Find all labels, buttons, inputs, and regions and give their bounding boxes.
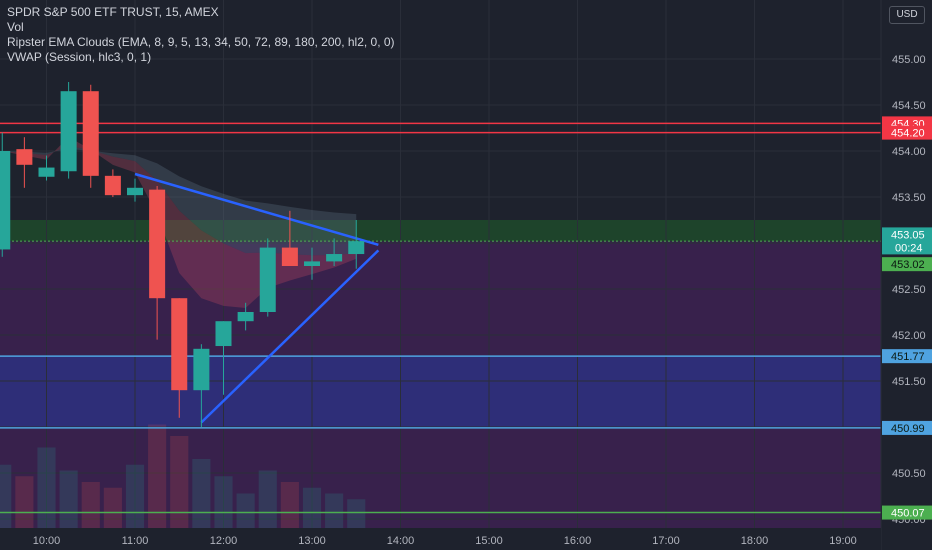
level-label-451-77: 451.77 <box>891 351 925 363</box>
trendline-lower <box>200 249 380 424</box>
candle-body <box>82 91 99 176</box>
x-tick-label: 11:00 <box>122 535 149 547</box>
level-label-450-07-bg <box>882 505 932 520</box>
indicator-ema-clouds[interactable]: Ripster EMA Clouds (EMA, 8, 9, 5, 13, 34… <box>7 35 395 49</box>
y-tick-label: 452.00 <box>892 330 926 342</box>
volume-bar <box>15 476 34 528</box>
y-tick-label: 454.00 <box>892 146 926 158</box>
green-zone <box>0 220 881 242</box>
volume-bar <box>125 464 145 528</box>
candle-body <box>149 189 166 299</box>
indicator-vwap[interactable]: VWAP (Session, hlc3, 0, 1) <box>7 50 152 64</box>
last-price-tag-bg <box>882 227 932 255</box>
candle-body <box>60 91 77 172</box>
blue-zone <box>0 356 881 428</box>
level-label-454-20: 454.20 <box>891 128 925 140</box>
level-label-450-99: 450.99 <box>891 423 925 435</box>
time-axis <box>0 528 881 550</box>
y-tick-label: 453.50 <box>892 192 926 204</box>
level-label-454-30: 454.30 <box>891 118 925 130</box>
volume-bar <box>37 447 56 528</box>
symbol-title[interactable]: SPDR S&P 500 ETF TRUST, 15, AMEX <box>7 5 219 19</box>
last-price-label: 453.05 <box>891 229 925 241</box>
y-tick-label: 450.50 <box>892 468 926 480</box>
candle-body <box>127 187 143 196</box>
currency-badge[interactable]: USD <box>889 6 925 24</box>
candle-body <box>171 298 188 391</box>
countdown-label: 00:24 <box>895 242 923 254</box>
candle-body <box>281 247 298 266</box>
candle-body <box>104 175 121 196</box>
volume-bar <box>214 476 233 528</box>
x-tick-label: 16:00 <box>564 535 592 547</box>
candle-body <box>259 247 276 312</box>
volume-bar <box>192 459 211 528</box>
x-tick-label: 14:00 <box>387 535 415 547</box>
candle-body <box>326 254 343 262</box>
x-tick-label: 18:00 <box>741 535 769 547</box>
x-tick-label: 10:00 <box>33 535 61 547</box>
candle-body <box>193 348 210 391</box>
x-tick-label: 13:00 <box>298 535 326 547</box>
candle-body <box>0 151 11 250</box>
candle-body <box>237 312 254 322</box>
volume-bar <box>81 482 100 528</box>
volume-bar <box>0 464 12 528</box>
level-label-451-77-bg <box>882 349 932 364</box>
candle-body <box>16 149 33 165</box>
level-label-450-07: 450.07 <box>891 508 925 520</box>
candle-body <box>304 261 320 266</box>
candle-body <box>215 321 232 347</box>
secondary-price-label: 453.02 <box>891 259 925 271</box>
secondary-price-tag-bg <box>882 257 932 272</box>
volume-bar <box>148 424 167 528</box>
volume-bar <box>236 493 255 528</box>
volume-bar <box>59 470 78 528</box>
volume-bar <box>170 436 189 528</box>
x-tick-label: 15:00 <box>475 535 503 547</box>
volume-bar <box>103 487 122 528</box>
volume-bar <box>280 482 299 528</box>
y-tick-label: 455.00 <box>892 54 926 66</box>
y-tick-label: 454.50 <box>892 100 926 112</box>
volume-bar <box>325 493 344 528</box>
x-tick-label: 17:00 <box>652 535 680 547</box>
indicator-volume[interactable]: Vol <box>7 20 24 34</box>
price-axis <box>881 0 932 550</box>
x-tick-label: 19:00 <box>829 535 857 547</box>
candle-body <box>38 167 55 177</box>
volume-bar <box>347 499 366 528</box>
level-label-450-99-bg <box>882 420 932 435</box>
volume-bar <box>258 470 277 528</box>
y-tick-label: 452.50 <box>892 284 926 296</box>
y-tick-label: 451.50 <box>892 376 926 388</box>
ema-cloud-slow <box>2 145 357 256</box>
chart-legend: SPDR S&P 500 ETF TRUST, 15, AMEX Vol Rip… <box>7 5 395 65</box>
candle-body <box>348 241 365 255</box>
trendline-upper <box>134 172 379 247</box>
volume-bar <box>302 487 322 528</box>
x-tick-label: 12:00 <box>210 535 238 547</box>
level-label-454-20-bg <box>882 125 932 140</box>
